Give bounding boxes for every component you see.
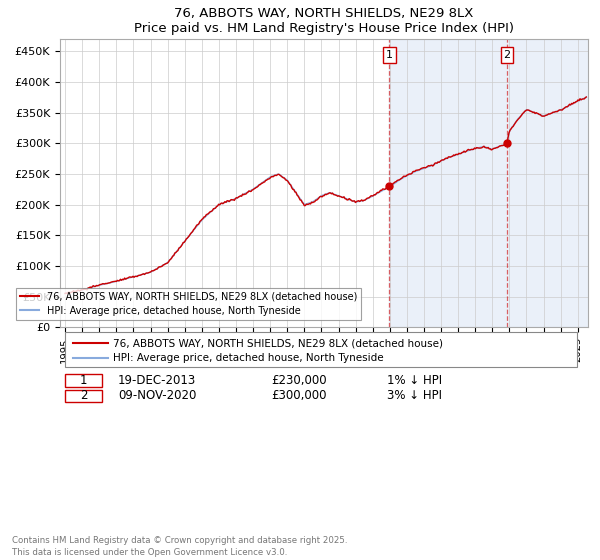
Text: Contains HM Land Registry data © Crown copyright and database right 2025.
This d: Contains HM Land Registry data © Crown c… [12, 536, 347, 557]
Title: 76, ABBOTS WAY, NORTH SHIELDS, NE29 8LX
Price paid vs. HM Land Registry's House : 76, ABBOTS WAY, NORTH SHIELDS, NE29 8LX … [134, 7, 514, 35]
FancyBboxPatch shape [65, 390, 102, 402]
Text: 1% ↓ HPI: 1% ↓ HPI [388, 374, 442, 387]
Text: 3% ↓ HPI: 3% ↓ HPI [388, 389, 442, 402]
Text: HPI: Average price, detached house, North Tyneside: HPI: Average price, detached house, Nort… [113, 353, 383, 363]
Text: 2: 2 [80, 389, 88, 402]
Text: 19-DEC-2013: 19-DEC-2013 [118, 374, 196, 387]
Text: 09-NOV-2020: 09-NOV-2020 [118, 389, 196, 402]
FancyBboxPatch shape [65, 375, 102, 386]
Bar [389, 39, 600, 328]
Text: 76, ABBOTS WAY, NORTH SHIELDS, NE29 8LX (detached house): 76, ABBOTS WAY, NORTH SHIELDS, NE29 8LX … [113, 338, 443, 348]
Text: £300,000: £300,000 [271, 389, 327, 402]
FancyBboxPatch shape [65, 332, 577, 367]
Text: 1: 1 [80, 374, 88, 387]
Text: £230,000: £230,000 [271, 374, 327, 387]
Text: 2: 2 [503, 50, 511, 60]
Text: 1: 1 [386, 50, 393, 60]
Legend: 76, ABBOTS WAY, NORTH SHIELDS, NE29 8LX (detached house), HPI: Average price, de: 76, ABBOTS WAY, NORTH SHIELDS, NE29 8LX … [16, 288, 361, 320]
